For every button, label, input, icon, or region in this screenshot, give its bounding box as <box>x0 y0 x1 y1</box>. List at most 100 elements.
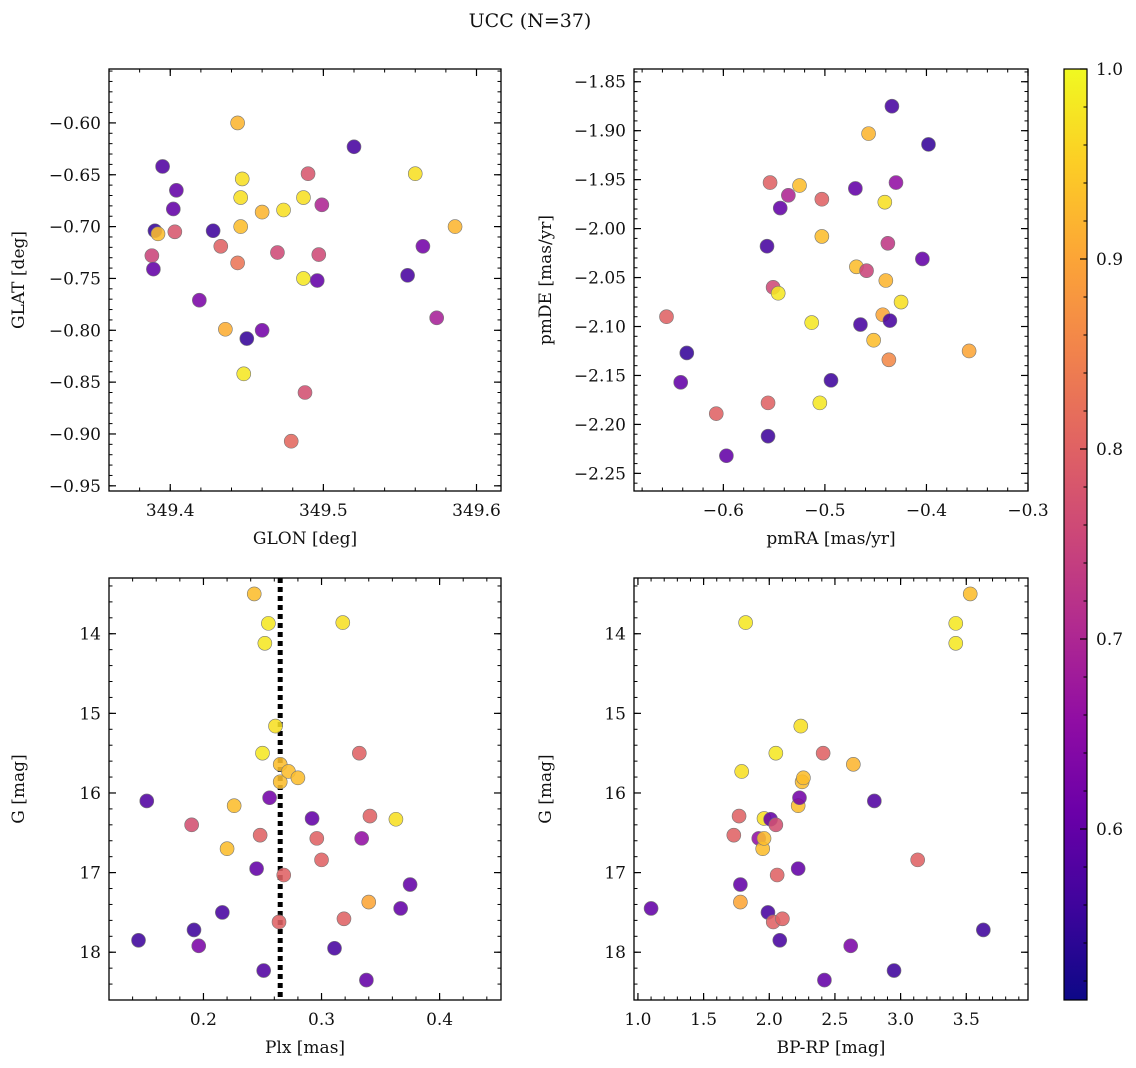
minor-ticks <box>109 578 501 1001</box>
x-axis-label: Plx [mas] <box>265 1038 345 1058</box>
y-axis-label: G [mag] <box>9 754 29 823</box>
data-point <box>233 190 248 205</box>
data-point <box>772 200 788 216</box>
data-point <box>734 764 749 779</box>
y-tick-label: −2.15 <box>574 366 626 386</box>
data-point <box>881 352 897 368</box>
x-tick-label: 349.6 <box>452 501 501 521</box>
data-point <box>792 790 807 806</box>
data-point <box>775 911 790 927</box>
y-tick-label: 17 <box>79 864 101 884</box>
data-point <box>139 793 155 809</box>
data-point <box>233 219 248 234</box>
x-tick-label: −0.5 <box>804 501 845 521</box>
y-tick-label: 16 <box>604 784 626 804</box>
data-point <box>131 932 146 948</box>
data-point <box>659 309 674 325</box>
data-point <box>239 331 255 346</box>
data-point <box>205 223 221 239</box>
data-point <box>254 204 270 220</box>
data-point <box>760 428 776 444</box>
x-tick-label: 0.4 <box>426 1010 453 1030</box>
data-point <box>146 261 161 277</box>
y-tick-label: 14 <box>604 625 626 645</box>
x-tick-label: 349.4 <box>146 501 195 521</box>
x-tick-label: 3.5 <box>953 1010 980 1030</box>
data-point <box>429 310 444 326</box>
data-point <box>256 963 271 978</box>
data-point <box>314 197 330 213</box>
x-tick-label: 0.3 <box>308 1010 335 1030</box>
data-point <box>888 175 904 190</box>
data-point <box>726 827 742 843</box>
data-point <box>234 171 250 187</box>
data-point <box>733 877 748 892</box>
data-point <box>213 239 229 254</box>
data-point <box>948 616 964 631</box>
y-tick-label: 15 <box>79 704 101 724</box>
panel-bprp-g: 1.0 1.5 2.0 2.5 3.0 3.5 14 15 16 17 18 BP-RP [mag] G… <box>536 577 1029 1058</box>
axes-frame <box>633 68 1029 492</box>
data-point <box>254 322 270 338</box>
data-point <box>877 194 893 210</box>
figure-title: UCC (N=37) <box>469 10 592 32</box>
data-point <box>921 137 936 152</box>
y-tick-label: 18 <box>79 943 101 963</box>
data-point <box>362 808 378 824</box>
x-tick-label: −0.4 <box>906 501 947 521</box>
data-point <box>738 615 753 630</box>
data-point <box>731 808 747 824</box>
y-tick-label: −0.75 <box>49 269 101 289</box>
axes-frame <box>633 577 1029 1001</box>
x-tick-label: −0.3 <box>1007 501 1048 521</box>
data-point <box>853 317 868 332</box>
y-tick-label: 17 <box>604 864 626 884</box>
data-point <box>866 332 881 348</box>
y-tick-label: −0.60 <box>49 114 101 134</box>
data-point <box>846 757 861 772</box>
data-point <box>796 770 811 786</box>
data-point <box>191 938 207 954</box>
y-tick-label: −0.65 <box>49 166 101 186</box>
data-point <box>272 774 288 790</box>
data-point <box>948 635 964 651</box>
data-point <box>359 972 374 988</box>
x-axis-label: pmRA [mas/yr] <box>766 529 895 549</box>
data-point <box>673 375 689 390</box>
data-point <box>297 385 313 400</box>
data-point <box>300 166 316 182</box>
data-point <box>756 831 772 846</box>
data-point <box>886 963 902 978</box>
data-point <box>290 770 306 786</box>
data-point <box>817 972 832 988</box>
data-point <box>144 248 160 263</box>
data-point <box>311 247 327 262</box>
data-point <box>155 159 170 174</box>
data-point <box>976 922 991 938</box>
data-point <box>230 115 245 131</box>
data-point <box>772 932 788 948</box>
data-point <box>878 273 894 288</box>
data-point <box>400 268 415 283</box>
panel-pmra-pmde: −0.6 −0.5 −0.4 −0.3 −2.25 −2.20 −2.15 −2.10 −2.0… <box>536 68 1049 549</box>
data-point <box>192 292 207 308</box>
y-tick-label: −0.95 <box>49 477 101 497</box>
data-point <box>166 201 181 217</box>
colorbar-tick-label: 1.0 <box>1096 60 1123 80</box>
y-tick-label: −0.90 <box>49 425 101 445</box>
data-point <box>884 98 900 114</box>
data-point <box>296 190 311 205</box>
x-axis-label: BP-RP [mag] <box>777 1038 886 1058</box>
data-point <box>352 745 367 761</box>
data-point <box>893 294 909 310</box>
data-point <box>848 181 863 196</box>
data-point <box>261 616 276 631</box>
panel-plx-g: 0.2 0.3 0.4 14 15 16 17 18 Plx [mas] G [mag] <box>9 577 502 1058</box>
data-point <box>271 914 287 930</box>
data-point <box>283 433 299 449</box>
data-point <box>249 861 264 876</box>
panel-glon-glat: 349.4 349.5 349.6 −0.95 −0.90 −0.85 −0.80 −0.75… <box>9 68 502 549</box>
y-axis-label: pmDE [mas/yr] <box>536 215 556 345</box>
y-tick-label: −2.05 <box>574 269 626 289</box>
x-tick-label: 349.5 <box>299 501 348 521</box>
